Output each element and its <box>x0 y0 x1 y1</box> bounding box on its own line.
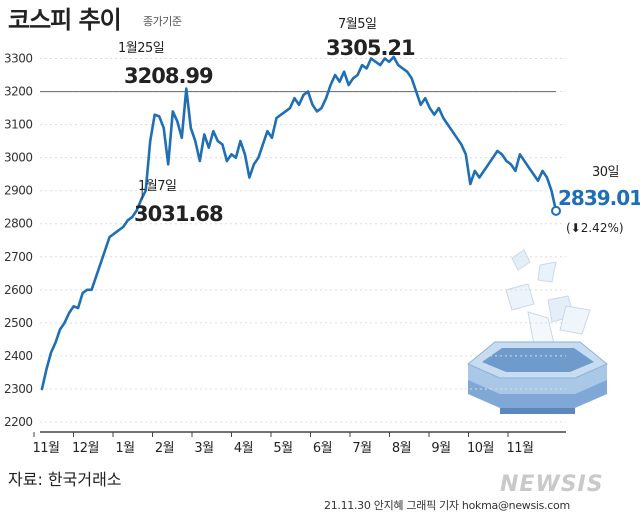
x-tick-label: 8월 <box>392 441 411 456</box>
credit-line: 21.11.30 안지혜 그래픽 기자 hokma@newsis.com <box>324 499 570 512</box>
x-tick-label: 2월 <box>155 441 174 456</box>
x-tick-label: 11월 <box>32 441 59 456</box>
annotation-jul5-value: 3305.21 <box>326 36 416 60</box>
newsis-logo: NEWSIS <box>500 472 604 497</box>
y-tick-label: 2900 <box>4 184 33 198</box>
x-tick-label: 4월 <box>234 441 253 456</box>
y-tick-label: 2300 <box>4 382 33 396</box>
last-point-date: 30일 <box>592 165 620 180</box>
y-tick-label: 2200 <box>4 415 33 429</box>
last-point-marker <box>551 205 561 216</box>
annotation-jan25-date: 1월25일 <box>118 41 165 56</box>
x-tick-label: 9월 <box>431 441 450 456</box>
x-tick-label: 12월 <box>72 441 99 456</box>
y-tick-label: 3100 <box>4 118 33 132</box>
x-tick-label: 6월 <box>313 441 332 456</box>
y-tick-label: 2400 <box>4 349 33 363</box>
y-tick-label: 3000 <box>4 151 33 165</box>
last-point-change: (⬇2.42%) <box>566 221 624 235</box>
chart-subtitle: 종가기준 <box>143 15 182 28</box>
y-tick-label: 2500 <box>4 316 33 330</box>
y-tick-label: 3300 <box>4 52 33 66</box>
y-tick-label: 2800 <box>4 217 33 231</box>
x-tick-label: 5월 <box>273 441 292 456</box>
last-point-value: 2839.01 <box>558 186 640 210</box>
chart-title: 코스피 추이 <box>8 6 122 34</box>
y-tick-label: 2700 <box>4 250 33 264</box>
annotation-jan7-value: 3031.68 <box>134 202 224 226</box>
x-tick-label: 1월 <box>115 441 134 456</box>
x-tick-label: 7월 <box>352 441 371 456</box>
annotation-jan7-date: 1월7일 <box>138 179 177 194</box>
annotation-jan25-value: 3208.99 <box>124 64 214 88</box>
annotation-jul5-date: 7월5일 <box>338 17 377 32</box>
tumbling-box-illustration <box>467 249 608 414</box>
x-tick-label: 10월 <box>467 441 494 456</box>
kospi-series-line <box>40 55 558 391</box>
x-tick-label: 11월 <box>506 441 533 456</box>
y-tick-label: 3200 <box>4 85 33 99</box>
source-note: 자료: 한국거래소 <box>8 470 122 489</box>
y-tick-label: 2600 <box>4 283 33 297</box>
x-tick-label: 3월 <box>194 441 213 456</box>
